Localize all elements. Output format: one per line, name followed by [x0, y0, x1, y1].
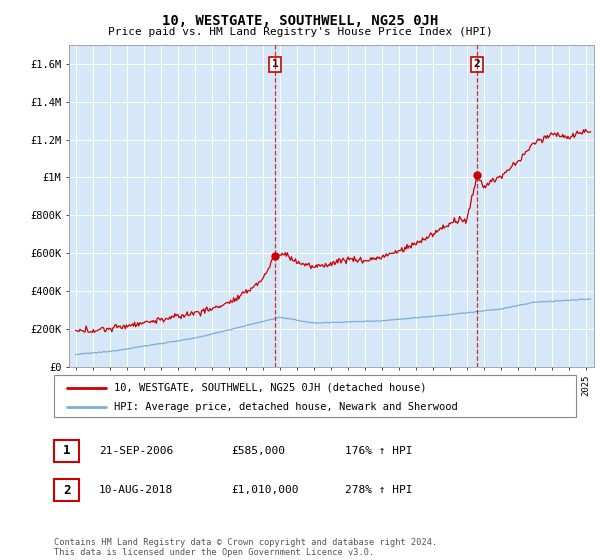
Text: £585,000: £585,000	[231, 446, 285, 456]
Text: 176% ↑ HPI: 176% ↑ HPI	[345, 446, 413, 456]
Text: Price paid vs. HM Land Registry's House Price Index (HPI): Price paid vs. HM Land Registry's House …	[107, 27, 493, 37]
Text: 2: 2	[63, 483, 70, 497]
Text: 1: 1	[272, 59, 278, 69]
Text: 2: 2	[473, 59, 481, 69]
Text: 10-AUG-2018: 10-AUG-2018	[99, 485, 173, 495]
Text: HPI: Average price, detached house, Newark and Sherwood: HPI: Average price, detached house, Newa…	[114, 402, 458, 412]
Text: £1,010,000: £1,010,000	[231, 485, 299, 495]
Text: 278% ↑ HPI: 278% ↑ HPI	[345, 485, 413, 495]
Text: Contains HM Land Registry data © Crown copyright and database right 2024.
This d: Contains HM Land Registry data © Crown c…	[54, 538, 437, 557]
Text: 10, WESTGATE, SOUTHWELL, NG25 0JH: 10, WESTGATE, SOUTHWELL, NG25 0JH	[162, 14, 438, 28]
Text: 1: 1	[63, 444, 70, 458]
Text: 10, WESTGATE, SOUTHWELL, NG25 0JH (detached house): 10, WESTGATE, SOUTHWELL, NG25 0JH (detac…	[114, 383, 427, 393]
Text: 21-SEP-2006: 21-SEP-2006	[99, 446, 173, 456]
